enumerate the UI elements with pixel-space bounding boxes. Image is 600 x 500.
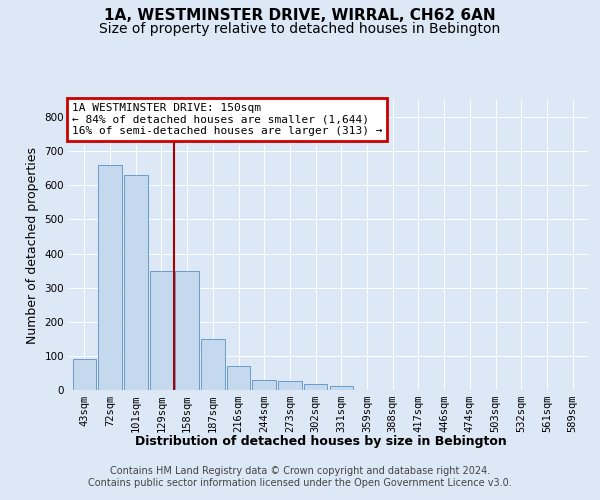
Bar bbox=[227, 366, 250, 390]
Bar bbox=[253, 380, 276, 390]
Text: Distribution of detached houses by size in Bebington: Distribution of detached houses by size … bbox=[135, 435, 507, 448]
Bar bbox=[73, 360, 96, 390]
Bar bbox=[98, 165, 122, 390]
Bar bbox=[201, 339, 224, 390]
Text: 1A, WESTMINSTER DRIVE, WIRRAL, CH62 6AN: 1A, WESTMINSTER DRIVE, WIRRAL, CH62 6AN bbox=[104, 8, 496, 22]
Bar bbox=[329, 386, 353, 390]
Text: 1A WESTMINSTER DRIVE: 150sqm
← 84% of detached houses are smaller (1,644)
16% of: 1A WESTMINSTER DRIVE: 150sqm ← 84% of de… bbox=[71, 103, 382, 136]
Bar bbox=[124, 175, 148, 390]
Bar bbox=[149, 270, 173, 390]
Bar bbox=[175, 270, 199, 390]
Bar bbox=[278, 382, 302, 390]
Text: Size of property relative to detached houses in Bebington: Size of property relative to detached ho… bbox=[100, 22, 500, 36]
Bar bbox=[304, 384, 328, 390]
Y-axis label: Number of detached properties: Number of detached properties bbox=[26, 146, 39, 344]
Text: Contains HM Land Registry data © Crown copyright and database right 2024.
Contai: Contains HM Land Registry data © Crown c… bbox=[88, 466, 512, 487]
